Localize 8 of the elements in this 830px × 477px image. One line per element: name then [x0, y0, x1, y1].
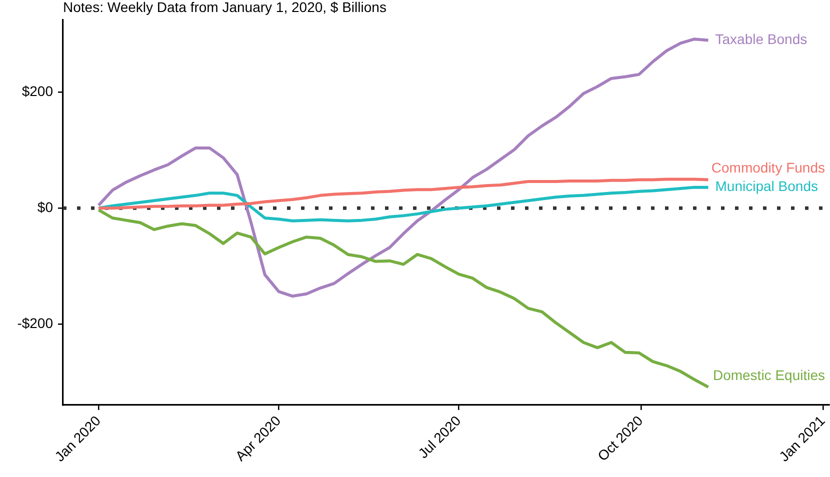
- series-label: Commodity Funds: [711, 160, 825, 176]
- y-tick-label: -$200: [17, 314, 54, 331]
- series-label: Municipal Bonds: [715, 178, 818, 194]
- text: Notes: Weekly Data from January 1, 2020, $ Billions: [63, 0, 386, 15]
- y-tick-label: $200: [22, 83, 54, 100]
- series-label: Domestic Equities: [712, 366, 826, 383]
- series-label: Taxable Bonds: [715, 31, 808, 48]
- y-tick-label: $0: [37, 199, 54, 216]
